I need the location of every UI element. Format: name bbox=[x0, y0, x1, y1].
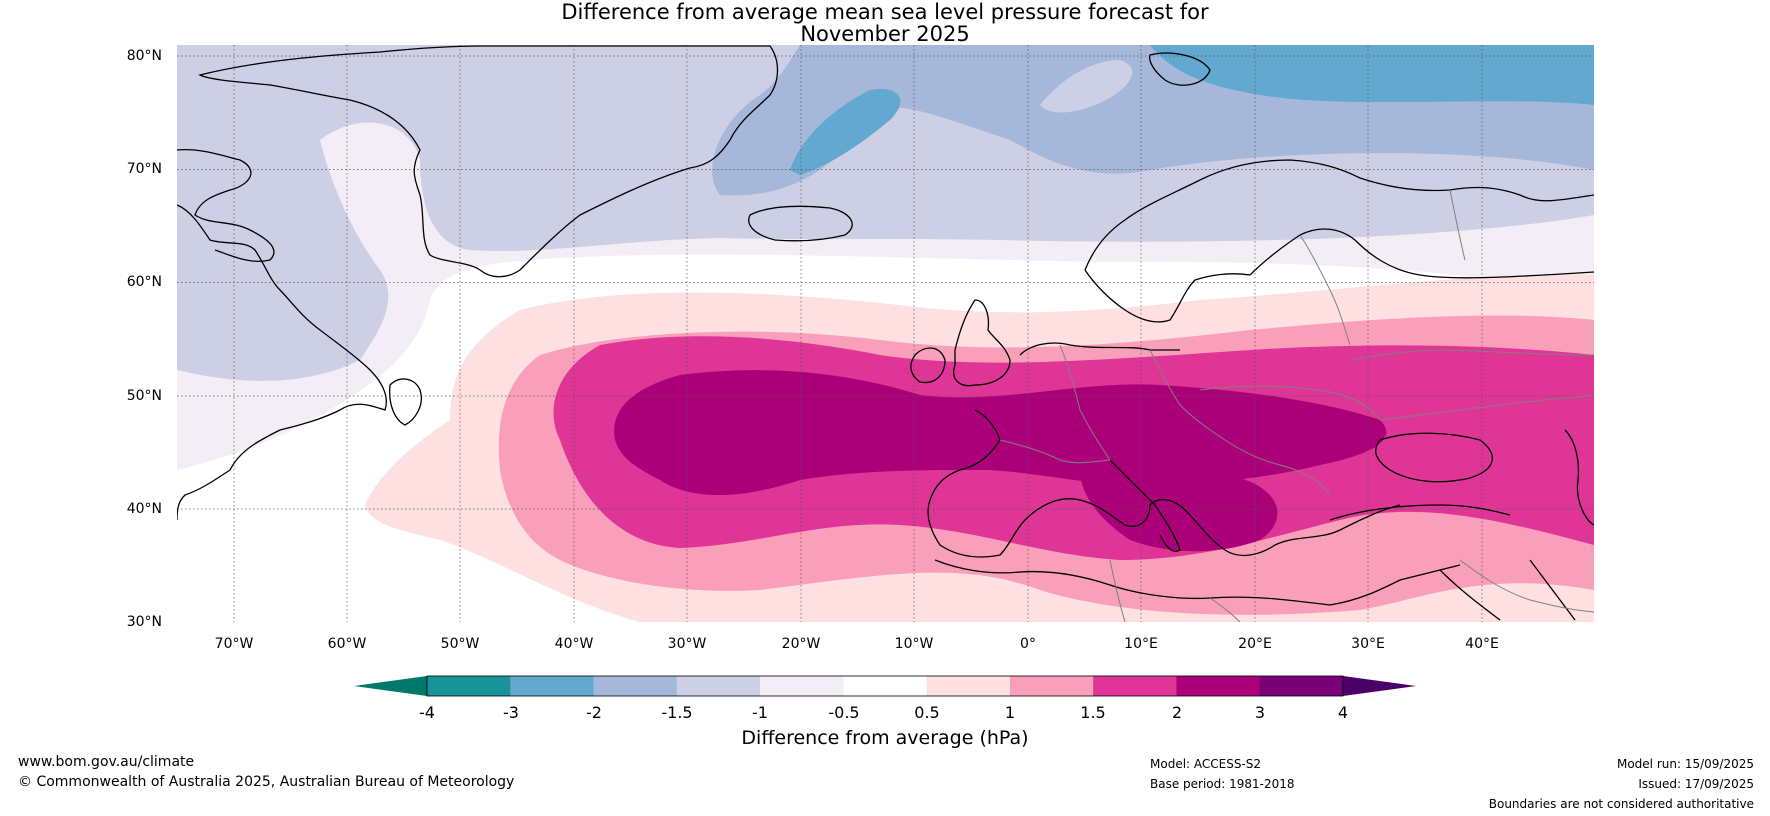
lon-label-30w: 30°W bbox=[667, 636, 707, 652]
colorbar-tick-label: -1.5 bbox=[661, 703, 693, 722]
colorbar-tick-label: -4 bbox=[419, 703, 435, 722]
lon-label-60w: 60°W bbox=[327, 636, 367, 652]
colorbar-cell bbox=[676, 676, 761, 696]
lon-label-20w: 20°W bbox=[781, 636, 821, 652]
colorbar-under-arrow bbox=[354, 676, 427, 696]
colorbar-tick-label: 4 bbox=[1337, 703, 1349, 722]
graticule bbox=[177, 45, 1594, 622]
footer-base-period: Base period: 1981-2018 bbox=[1150, 777, 1295, 791]
lon-label-10e: 10°E bbox=[1124, 636, 1158, 652]
colorbar-tick-label: -3 bbox=[503, 703, 519, 722]
colorbar-tick-label: 0.5 bbox=[914, 703, 940, 722]
lon-label-0: 0° bbox=[1020, 636, 1036, 652]
colorbar-cell bbox=[510, 676, 595, 696]
lat-label-30n: 30°N bbox=[126, 614, 162, 630]
footer-model: Model: ACCESS-S2 bbox=[1150, 757, 1262, 771]
colorbar-tick-label: 1.5 bbox=[1080, 703, 1106, 722]
colorbar-tick-label: -1 bbox=[752, 703, 768, 722]
lat-label-70n: 70°N bbox=[126, 161, 162, 177]
pressure-anomaly-field bbox=[177, 45, 1594, 622]
colorbar-cell bbox=[926, 676, 1011, 696]
lat-label-40n: 40°N bbox=[126, 501, 162, 517]
colorbar-tick-label: 1 bbox=[1004, 703, 1016, 722]
colorbar-cell bbox=[843, 676, 928, 696]
colorbar-cell bbox=[760, 676, 844, 696]
colorbar-cell bbox=[427, 676, 511, 696]
lon-label-10w: 10°W bbox=[894, 636, 934, 652]
colorbar-tick-label: -2 bbox=[586, 703, 602, 722]
colorbar-over-arrow bbox=[1343, 676, 1416, 696]
colorbar-tick-label: 3 bbox=[1254, 703, 1266, 722]
footer-disclaimer: Boundaries are not considered authoritat… bbox=[1488, 797, 1754, 811]
map-title-line1: Difference from average mean sea level p… bbox=[561, 0, 1209, 24]
lon-label-20e: 20°E bbox=[1238, 636, 1272, 652]
footer-website: www.bom.gov.au/climate bbox=[18, 754, 195, 770]
lon-label-40w: 40°W bbox=[554, 636, 594, 652]
lon-label-40e: 40°E bbox=[1465, 636, 1499, 652]
country-borders bbox=[999, 189, 1594, 622]
footer-copyright: © Commonwealth of Australia 2025, Austra… bbox=[18, 774, 515, 790]
colorbar-tick-label: -0.5 bbox=[828, 703, 860, 722]
colorbar-title: Difference from average (hPa) bbox=[741, 727, 1029, 749]
footer-issued: Issued: 17/09/2025 bbox=[1638, 777, 1754, 791]
colorbar-cell bbox=[1259, 676, 1344, 696]
colorbar-frame bbox=[426, 675, 1344, 697]
footer-model-run: Model run: 15/09/2025 bbox=[1616, 757, 1754, 771]
colorbar-cell bbox=[1093, 676, 1177, 696]
lon-label-50w: 50°W bbox=[440, 636, 480, 652]
lat-label-80n: 80°N bbox=[126, 48, 162, 64]
lat-label-50n: 50°N bbox=[126, 388, 162, 404]
lat-label-60n: 60°N bbox=[126, 274, 162, 290]
coastlines bbox=[177, 45, 1594, 621]
lon-label-70w: 70°W bbox=[214, 636, 254, 652]
colorbar-cell bbox=[1176, 676, 1261, 696]
colorbar-cell bbox=[1009, 676, 1094, 696]
lon-label-30e: 30°E bbox=[1351, 636, 1385, 652]
colorbar-cell bbox=[593, 676, 678, 696]
colorbar bbox=[354, 675, 1416, 697]
map-title-line2: November 2025 bbox=[800, 22, 970, 46]
colorbar-tick-label: 2 bbox=[1171, 703, 1183, 722]
